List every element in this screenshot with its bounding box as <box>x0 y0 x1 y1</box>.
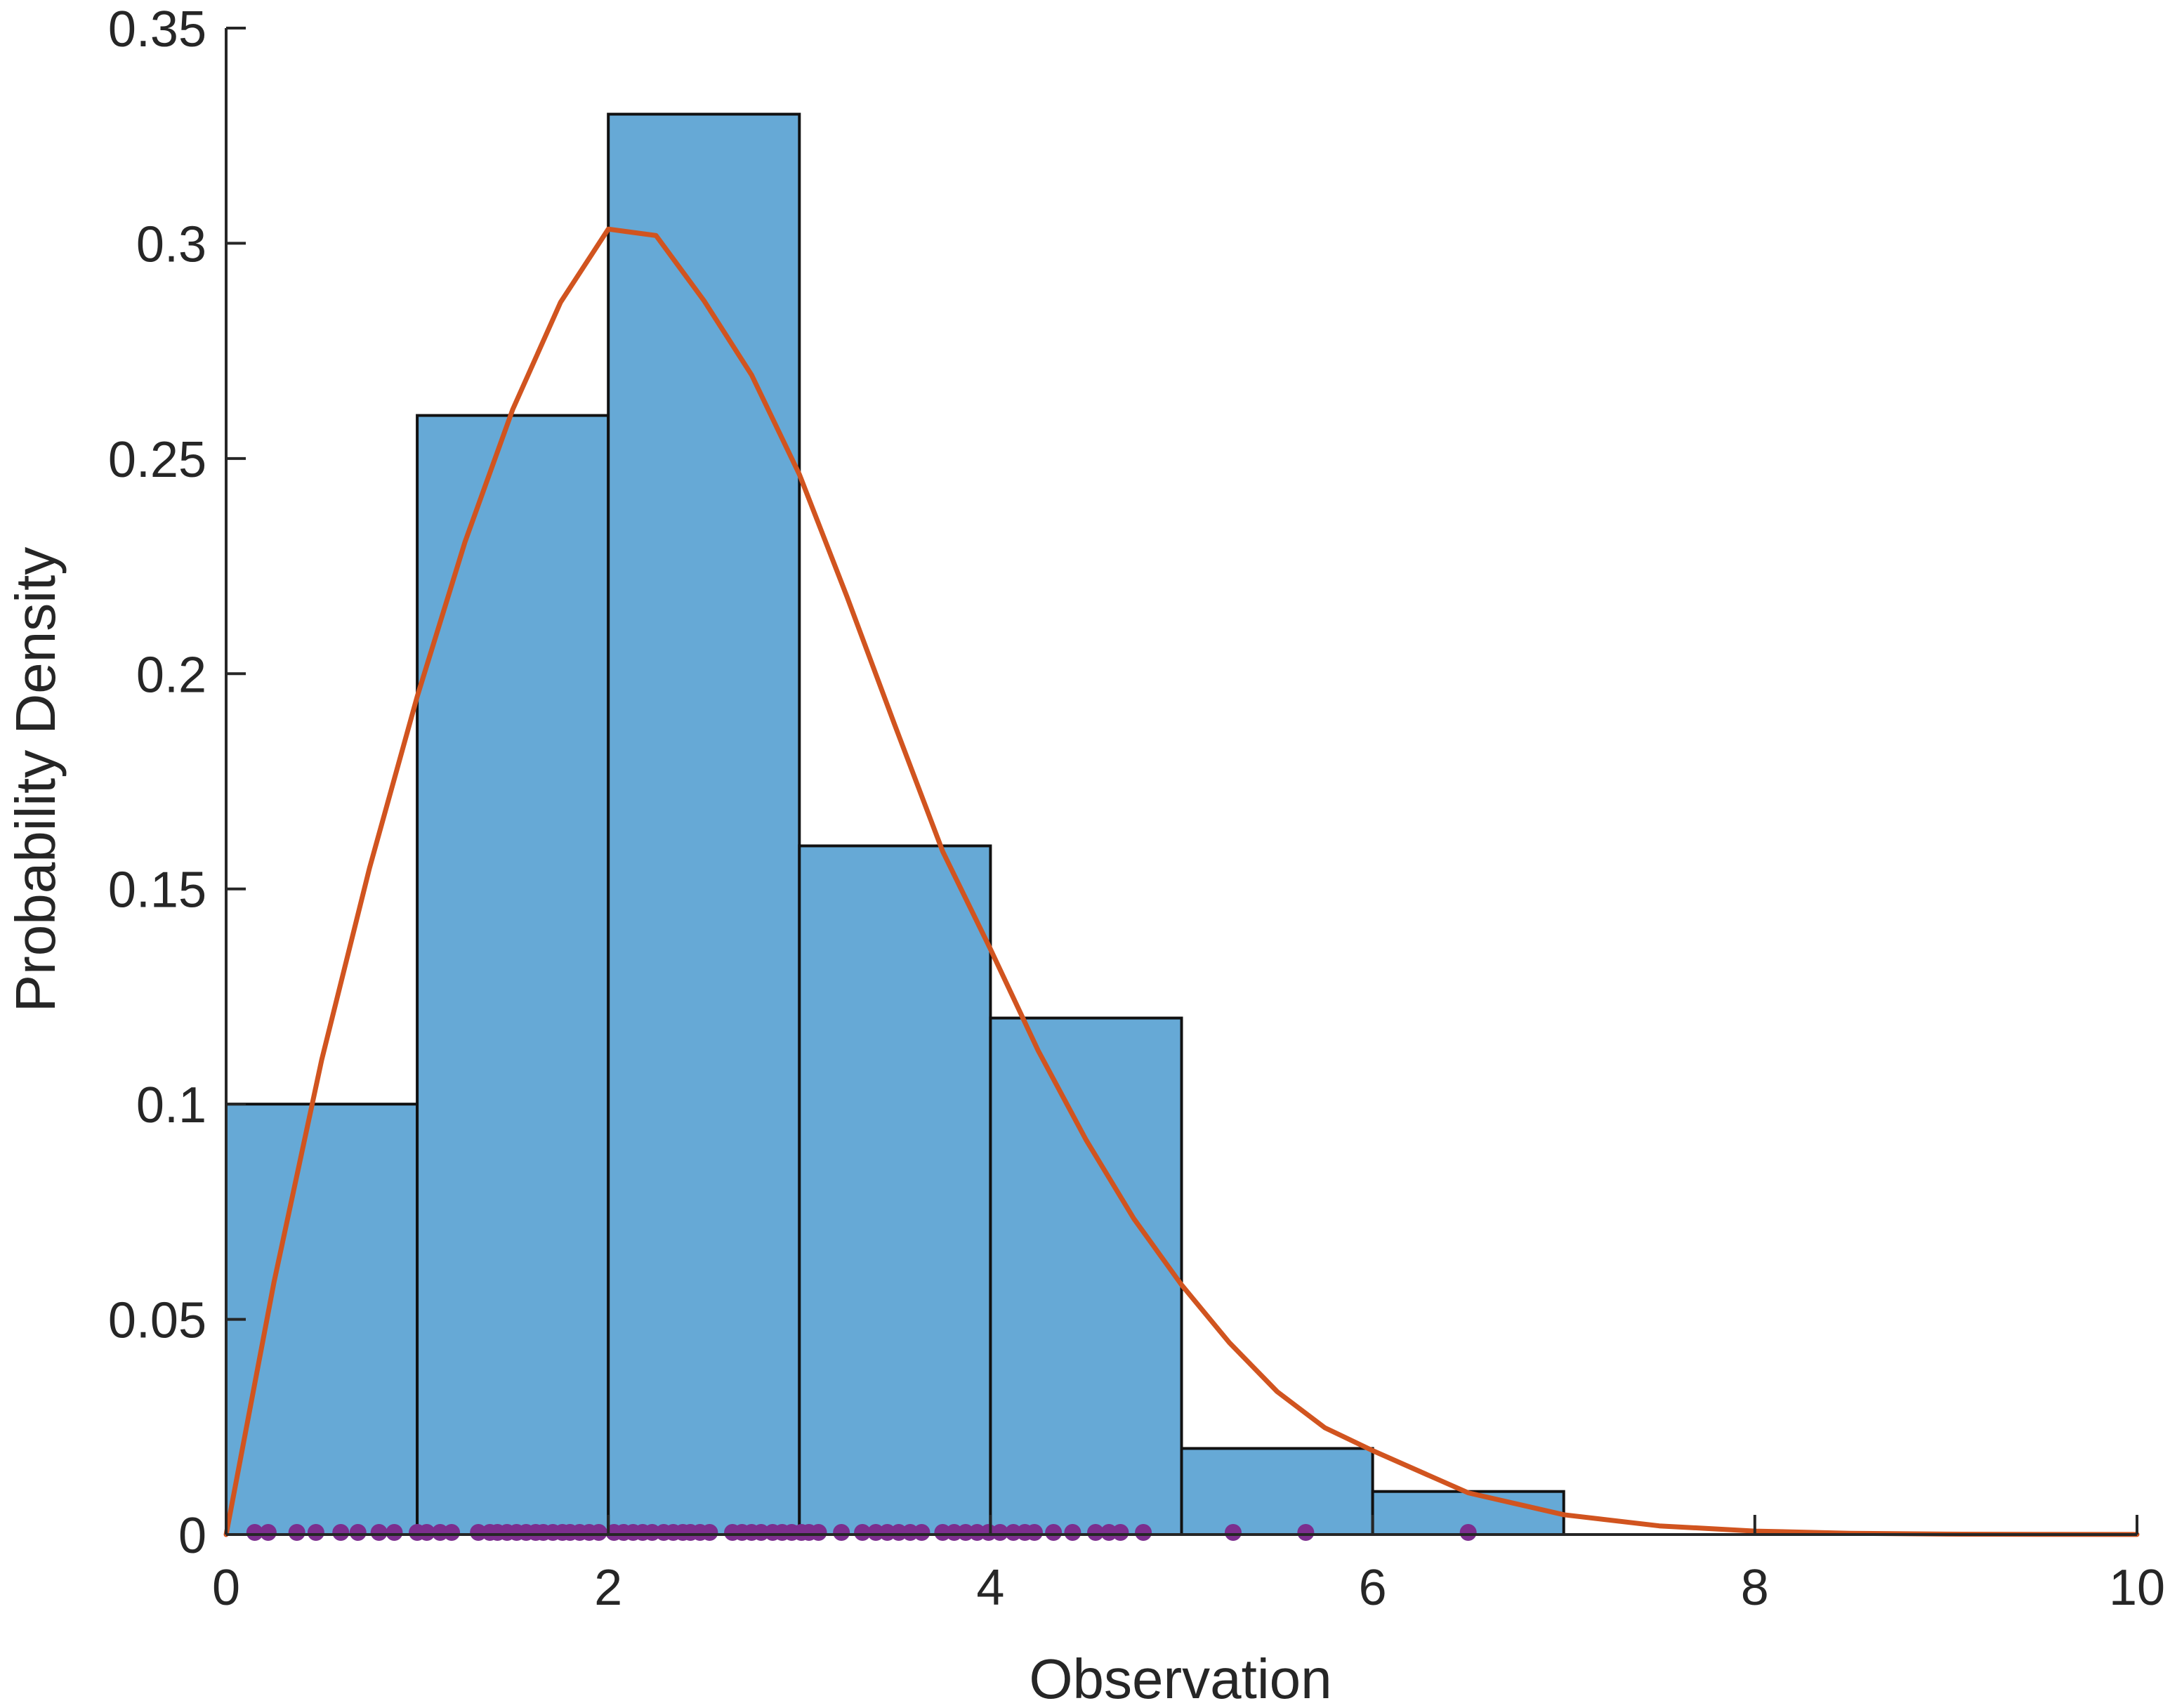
sample-point-9 <box>418 1524 435 1541</box>
sample-point-69 <box>1224 1524 1242 1541</box>
sample-point-71 <box>1459 1524 1477 1541</box>
sample-point-62 <box>1025 1524 1043 1541</box>
x-axis-label: Observation <box>1029 1648 1331 1708</box>
axes: 0 2 4 6 8 10 0 0.05 0.1 0.15 0.2 0.25 0.3 0.35 <box>108 1 2165 1616</box>
sample-points <box>246 1524 1477 1541</box>
sample-point-67 <box>1112 1524 1129 1541</box>
histogram-bars <box>225 112 1565 1537</box>
sample-point-1 <box>259 1524 277 1541</box>
sample-point-2 <box>288 1524 305 1541</box>
sample-point-3 <box>307 1524 324 1541</box>
x-tick-label-3: 6 <box>1359 1560 1387 1616</box>
sample-point-46 <box>810 1524 827 1541</box>
histogram-bar-4 <box>989 1016 1183 1536</box>
sample-point-47 <box>833 1524 850 1541</box>
sample-point-25 <box>590 1524 607 1541</box>
y-tick-label-5: 0.25 <box>108 432 206 488</box>
sample-point-65 <box>1087 1524 1105 1541</box>
sample-point-64 <box>1064 1524 1081 1541</box>
density-curve <box>223 226 2140 1537</box>
density-curve-layer <box>223 226 2140 1537</box>
y-tick-label-3: 0.15 <box>108 862 206 919</box>
x-tick-label-0: 0 <box>212 1560 240 1616</box>
histogram-bar-0 <box>225 1103 419 1536</box>
histogram-bar-1 <box>416 414 610 1536</box>
y-tick-label-2: 0.1 <box>136 1077 206 1134</box>
y-tick-label-1: 0.05 <box>108 1293 206 1349</box>
sample-point-59 <box>992 1524 1009 1541</box>
y-axis-label: Probability Density <box>4 547 67 1013</box>
sample-point-48 <box>854 1524 872 1541</box>
x-tick-label-2: 4 <box>976 1560 1004 1616</box>
sample-point-6 <box>370 1524 388 1541</box>
sample-point-4 <box>332 1524 350 1541</box>
y-tick-label-4: 0.2 <box>136 647 206 703</box>
y-tick-label-6: 0.3 <box>136 216 206 272</box>
histogram-bar-2 <box>607 112 801 1537</box>
sample-point-5 <box>349 1524 367 1541</box>
sample-point-36 <box>701 1524 718 1541</box>
sample-point-0 <box>246 1524 263 1541</box>
x-tick-label-5: 10 <box>2109 1560 2165 1616</box>
x-tick-label-4: 8 <box>1741 1560 1769 1616</box>
histogram-bar-5 <box>1180 1447 1374 1536</box>
histogram-bar-3 <box>798 844 992 1536</box>
sample-point-53 <box>913 1524 931 1541</box>
sample-point-63 <box>1045 1524 1063 1541</box>
sample-point-70 <box>1297 1524 1315 1541</box>
sample-point-11 <box>443 1524 461 1541</box>
sample-point-7 <box>386 1524 403 1541</box>
y-tick-label-7: 0.35 <box>108 1 206 58</box>
y-tick-label-0: 0 <box>178 1508 206 1564</box>
x-tick-label-1: 2 <box>594 1560 622 1616</box>
sample-point-68 <box>1135 1524 1152 1541</box>
